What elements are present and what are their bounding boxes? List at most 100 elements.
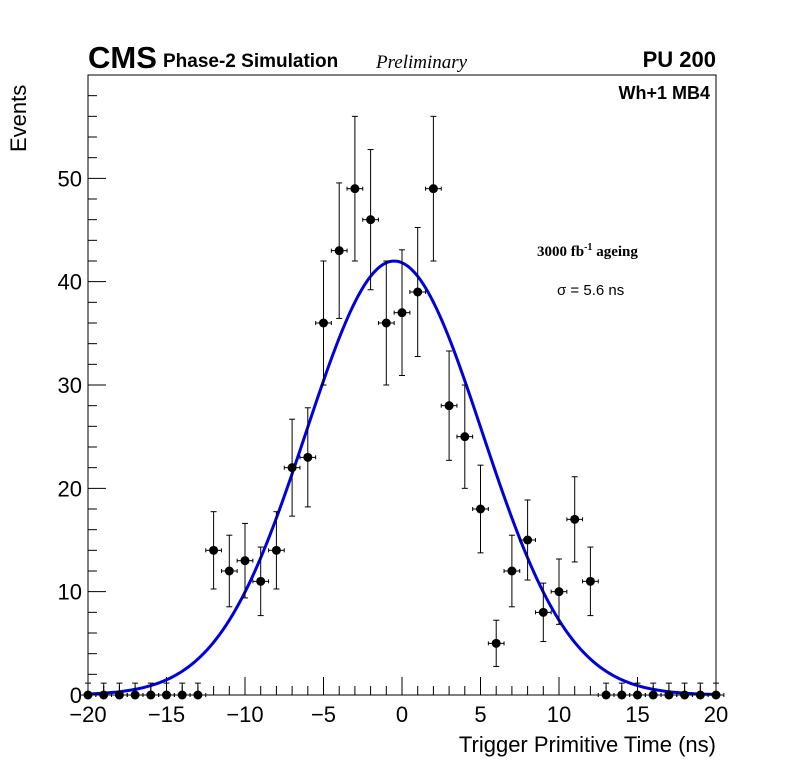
data-point: [95, 682, 113, 700]
data-point: [597, 682, 615, 700]
data-point: [393, 249, 411, 377]
data-marker: [224, 566, 234, 576]
data-marker: [287, 463, 297, 473]
ageing-suffix: ageing: [592, 244, 638, 260]
data-marker: [444, 401, 454, 411]
data-marker: [617, 690, 627, 700]
data-point: [707, 682, 725, 700]
ageing-label: 3000 fb-1 ageing: [537, 242, 638, 261]
data-marker: [648, 690, 658, 700]
status-label: Preliminary: [376, 52, 468, 73]
data-point: [315, 260, 332, 386]
y-tick-label: 10: [58, 580, 82, 605]
data-point: [283, 418, 301, 517]
y-axis-label: Events: [6, 84, 31, 152]
x-tick-label: −15: [148, 702, 185, 727]
data-point: [534, 582, 552, 643]
data-point: [236, 522, 254, 599]
data-marker: [334, 246, 344, 256]
data-marker: [664, 690, 674, 700]
x-tick-label: 0: [396, 702, 408, 727]
data-point: [644, 682, 662, 700]
data-marker: [601, 690, 611, 700]
x-tick-label: 20: [704, 702, 728, 727]
data-marker: [114, 690, 124, 700]
data-point: [377, 260, 395, 386]
data-marker: [177, 690, 187, 700]
axes-layer: −20 −15 −10 −5 0 5 10 15 20 0 10 20 30 40 50: [58, 74, 728, 727]
data-point: [362, 149, 379, 291]
pileup-label: PU 200: [642, 47, 716, 72]
data-marker: [413, 287, 423, 297]
data-marker: [491, 638, 501, 648]
y-tick-label: 50: [58, 166, 82, 191]
y-tick-label: 0: [70, 683, 82, 708]
data-point: [566, 476, 584, 563]
data-point: [582, 546, 599, 617]
x-tick-label: 10: [547, 702, 571, 727]
data-marker: [711, 690, 721, 700]
data-point: [189, 682, 207, 700]
data-point: [440, 350, 458, 461]
data-marker: [303, 452, 313, 462]
data-point: [158, 682, 175, 700]
data-marker: [209, 545, 219, 555]
y-tick-label: 20: [58, 476, 82, 501]
data-marker: [162, 690, 171, 700]
y-tick-label: 30: [58, 373, 82, 398]
data-marker: [193, 690, 203, 700]
data-point: [613, 682, 631, 700]
data-marker: [585, 576, 595, 586]
phase-label: Phase-2 Simulation: [163, 51, 339, 72]
data-marker: [633, 690, 642, 700]
data-point: [330, 182, 348, 319]
points-layer: [79, 115, 725, 700]
data-point: [660, 682, 678, 700]
data-marker: [507, 566, 517, 576]
data-point: [503, 534, 521, 608]
data-point: [456, 384, 474, 489]
data-marker: [570, 514, 580, 524]
data-point: [220, 534, 238, 608]
x-tick-label: −10: [226, 702, 263, 727]
data-marker: [554, 587, 564, 597]
data-point: [472, 464, 489, 554]
data-point: [299, 407, 317, 508]
data-point: [346, 115, 364, 262]
data-point: [409, 226, 427, 358]
data-marker: [130, 690, 140, 700]
data-marker: [381, 318, 391, 328]
data-point: [79, 682, 97, 700]
data-marker: [476, 504, 485, 514]
data-point: [173, 682, 191, 700]
plot-frame: [87, 74, 717, 696]
x-tick-label: −20: [69, 702, 106, 727]
ageing-prefix: 3000 fb: [537, 244, 585, 260]
x-tick-label: 15: [625, 702, 649, 727]
region-label: Wh+1 MB4: [618, 83, 710, 103]
data-marker: [350, 184, 360, 194]
data-marker: [240, 556, 250, 566]
data-marker: [319, 318, 328, 328]
data-marker: [366, 215, 376, 225]
data-marker: [397, 308, 407, 318]
experiment-label: CMS: [88, 40, 157, 75]
x-tick-label: 5: [474, 702, 486, 727]
data-point: [691, 682, 709, 700]
data-point: [425, 115, 442, 262]
data-marker: [680, 690, 690, 700]
data-marker: [99, 690, 109, 700]
ageing-exponent: -1: [584, 242, 593, 253]
data-point: [142, 682, 160, 700]
data-point: [519, 499, 536, 581]
data-point: [252, 546, 270, 617]
data-point: [487, 619, 505, 667]
data-marker: [271, 545, 281, 555]
data-marker: [695, 690, 705, 700]
y-tick-label: 40: [58, 270, 82, 295]
data-marker: [256, 576, 266, 586]
data-marker: [146, 690, 156, 700]
data-point: [205, 511, 222, 590]
data-marker: [428, 184, 438, 194]
